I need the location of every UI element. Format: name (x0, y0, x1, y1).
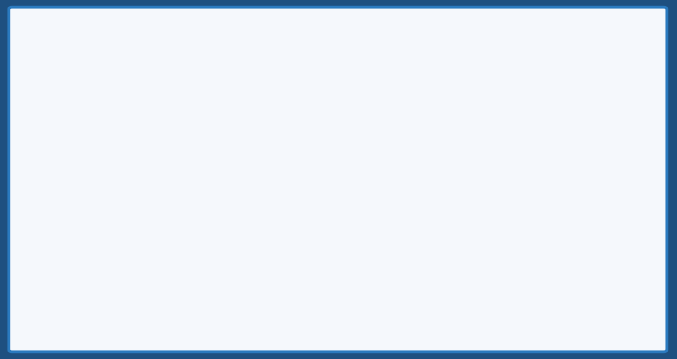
Text: ›: › (303, 62, 306, 68)
Text: RootBot: RootBot (328, 63, 369, 73)
FancyBboxPatch shape (66, 144, 195, 185)
Text: ◆: ◆ (311, 312, 318, 321)
Text: ChannelServiceHandler: ChannelServiceHandler (278, 159, 400, 169)
Text: ◆: ◆ (54, 312, 60, 321)
Text: BotAdapter: BotAdapter (112, 159, 171, 169)
Text: ‹: ‹ (484, 68, 487, 74)
FancyBboxPatch shape (288, 299, 470, 340)
Text: AllowedSkillsClaimsValidator: AllowedSkillsClaimsValidator (66, 314, 217, 325)
Text: ◆: ◆ (311, 318, 318, 327)
FancyBboxPatch shape (276, 48, 398, 88)
FancyBboxPatch shape (456, 48, 612, 88)
Text: ‹: ‹ (93, 164, 96, 170)
FancyBboxPatch shape (31, 299, 229, 340)
Text: AuthenticationConfiguration: AuthenticationConfiguration (68, 245, 216, 255)
Text: ◆: ◆ (54, 318, 60, 327)
Text: ›: › (268, 159, 271, 164)
Text: ‹: ‹ (268, 164, 271, 170)
Text: ‹: ‹ (56, 250, 59, 256)
FancyBboxPatch shape (455, 144, 594, 185)
Text: ›: › (60, 314, 62, 320)
Text: ›: › (56, 244, 59, 251)
Text: ◆: ◆ (299, 61, 305, 70)
Text: ›: › (483, 159, 485, 164)
Text: ◆: ◆ (263, 157, 269, 166)
Text: ›: › (484, 62, 487, 68)
Text: ◆: ◆ (51, 243, 57, 252)
Text: ◆: ◆ (478, 162, 484, 171)
Text: ›: › (93, 159, 96, 164)
Text: ◆: ◆ (479, 66, 485, 75)
Text: ‹: ‹ (483, 164, 485, 170)
Text: ◆: ◆ (479, 61, 485, 70)
Text: ◆: ◆ (478, 157, 484, 166)
FancyBboxPatch shape (28, 230, 232, 271)
Text: SkillConversationIdFactory: SkillConversationIdFactory (322, 314, 460, 325)
Text: ›: › (316, 314, 319, 320)
Text: ◆: ◆ (88, 157, 94, 166)
Text: ‹: ‹ (316, 319, 319, 325)
Text: SkillHttpClient: SkillHttpClient (499, 159, 573, 169)
Text: ↺: ↺ (31, 29, 41, 42)
Text: SkillsConfiguration: SkillsConfiguration (496, 63, 595, 73)
Text: ◆: ◆ (51, 248, 57, 257)
Text: ‹: ‹ (303, 68, 306, 74)
Text: ◆: ◆ (263, 162, 269, 171)
Text: ‹: ‹ (60, 319, 62, 325)
Text: ◆: ◆ (299, 66, 305, 75)
FancyBboxPatch shape (240, 144, 414, 185)
Text: ◆: ◆ (88, 162, 94, 171)
